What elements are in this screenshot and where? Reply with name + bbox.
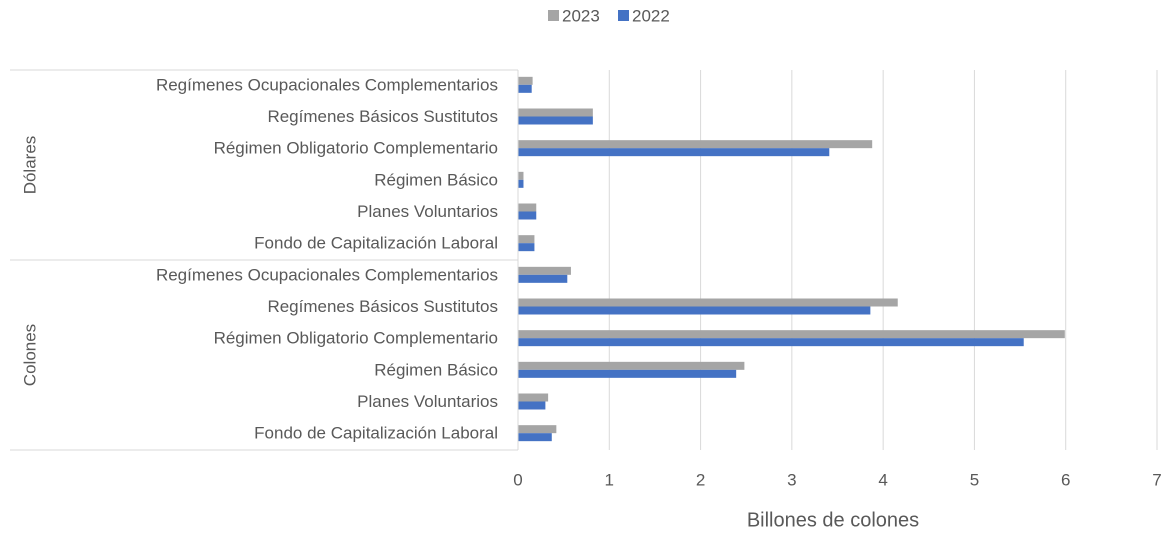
- bar: [518, 401, 546, 410]
- y-tick-label: Regímenes Ocupacionales Complementarios: [156, 265, 498, 284]
- bar: [518, 433, 552, 442]
- x-tick-label: 7: [1152, 470, 1161, 489]
- legend-label: 2023: [562, 6, 600, 25]
- x-tick-label: 6: [1061, 470, 1070, 489]
- bar: [518, 361, 745, 370]
- bar: [518, 116, 593, 125]
- x-tick-label: 3: [787, 470, 796, 489]
- bar: [518, 84, 532, 93]
- y-tick-label: Regímenes Básicos Sustitutos: [267, 107, 498, 126]
- y-tick-label: Planes Voluntarios: [357, 202, 498, 221]
- y-tick-label: Regímenes Ocupacionales Complementarios: [156, 75, 498, 94]
- y-tick-label: Régimen Obligatorio Complementario: [214, 329, 498, 348]
- bar: [518, 393, 549, 402]
- bar: [518, 298, 898, 307]
- bar: [518, 243, 535, 252]
- x-axis-title: Billones de colones: [747, 509, 919, 531]
- bar: [518, 76, 533, 85]
- y-tick-label: Fondo de Capitalización Laboral: [254, 234, 498, 253]
- legend-swatch: [618, 10, 629, 21]
- group-label: Colones: [20, 324, 39, 386]
- bar: [518, 425, 557, 434]
- x-tick-label: 2: [696, 470, 705, 489]
- y-tick-label: Régimen Básico: [374, 170, 498, 189]
- bar: [518, 140, 873, 149]
- bar: [518, 338, 1024, 347]
- bar: [518, 108, 593, 117]
- bar: [518, 179, 524, 188]
- y-tick-label: Fondo de Capitalización Laboral: [254, 424, 498, 443]
- bar: [518, 203, 537, 212]
- y-tick-label: Régimen Básico: [374, 360, 498, 379]
- bar: [518, 235, 535, 244]
- y-tick-label: Regímenes Básicos Sustitutos: [267, 297, 498, 316]
- bar: [518, 211, 537, 220]
- bar: [518, 171, 524, 180]
- y-tick-label: Régimen Obligatorio Complementario: [214, 139, 498, 158]
- x-tick-label: 4: [878, 470, 887, 489]
- bar: [518, 274, 568, 283]
- bar: [518, 369, 737, 378]
- x-tick-label: 5: [970, 470, 979, 489]
- legend-swatch: [548, 10, 559, 21]
- x-tick-label: 1: [605, 470, 614, 489]
- legend-label: 2022: [632, 6, 670, 25]
- bar: [518, 306, 871, 315]
- bar: [518, 266, 571, 275]
- bar: [518, 148, 830, 157]
- x-tick-label: 0: [513, 470, 522, 489]
- bar: [518, 330, 1065, 339]
- group-label: Dólares: [20, 136, 39, 195]
- y-tick-label: Planes Voluntarios: [357, 392, 498, 411]
